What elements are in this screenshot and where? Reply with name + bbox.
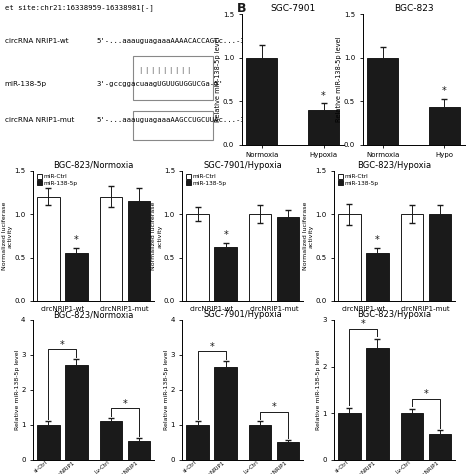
Title: SGC-7901: SGC-7901: [270, 4, 315, 13]
Bar: [65, 253, 88, 301]
Text: *: *: [375, 235, 380, 245]
Legend: miR-Ctrl, miR-138-5p: miR-Ctrl, miR-138-5p: [337, 173, 379, 186]
Text: circRNA NRIP1-wt: circRNA NRIP1-wt: [5, 38, 68, 44]
Bar: [186, 214, 209, 301]
Bar: [338, 413, 361, 460]
Text: *: *: [361, 319, 365, 329]
Text: |: |: [156, 67, 160, 74]
Bar: [249, 425, 272, 460]
Bar: [308, 110, 339, 145]
Bar: [277, 217, 300, 301]
Bar: [428, 434, 451, 460]
Y-axis label: Relative miR-138-5p level: Relative miR-138-5p level: [216, 36, 221, 122]
Bar: [186, 425, 209, 460]
Text: *: *: [123, 399, 128, 409]
Bar: [429, 107, 460, 145]
Title: BGC-823/Normoxia: BGC-823/Normoxia: [54, 161, 134, 170]
Text: B: B: [237, 2, 246, 15]
Bar: [128, 440, 150, 460]
Bar: [214, 367, 237, 460]
Bar: [249, 214, 272, 301]
Text: miR-138-5p: miR-138-5p: [5, 81, 47, 87]
Bar: [366, 253, 389, 301]
Title: BGC-823/Hypoxia: BGC-823/Hypoxia: [357, 161, 432, 170]
Title: SGC-7901/Hypoxia: SGC-7901/Hypoxia: [203, 161, 283, 170]
Bar: [401, 413, 423, 460]
Y-axis label: Normalized luciferase
activity: Normalized luciferase activity: [151, 201, 162, 270]
Bar: [246, 58, 277, 145]
Text: 3'-gccggacuaagUGUUGUGGUCGa-5': 3'-gccggacuaagUGUUGUGGUCGa-5': [96, 81, 223, 87]
Y-axis label: Normalized luciferase
activity: Normalized luciferase activity: [2, 201, 13, 270]
Bar: [367, 58, 398, 145]
Title: BGC-823/Hypoxia: BGC-823/Hypoxia: [357, 310, 432, 319]
Bar: [100, 197, 122, 301]
Text: |: |: [168, 67, 173, 74]
Text: |: |: [162, 67, 166, 74]
Text: *: *: [424, 389, 428, 399]
Y-axis label: Relative miR-138-5p level: Relative miR-138-5p level: [337, 36, 342, 122]
Legend: miR-Ctrl, miR-138-5p: miR-Ctrl, miR-138-5p: [185, 173, 228, 186]
Y-axis label: Relative miR-138-5p level: Relative miR-138-5p level: [316, 350, 320, 430]
Text: *: *: [74, 235, 79, 245]
Text: |: |: [181, 67, 185, 74]
Text: |: |: [144, 67, 148, 74]
Bar: [65, 365, 88, 460]
Text: *: *: [321, 91, 326, 100]
Y-axis label: Normalized luciferase
activity: Normalized luciferase activity: [303, 201, 314, 270]
Title: BGC-823: BGC-823: [394, 4, 433, 13]
Title: BGC-823/Normoxia: BGC-823/Normoxia: [54, 310, 134, 319]
Bar: [277, 442, 300, 460]
Y-axis label: Relative miR-138-5p level: Relative miR-138-5p level: [15, 350, 19, 430]
Bar: [401, 214, 423, 301]
Bar: [428, 214, 451, 301]
Text: *: *: [60, 340, 64, 350]
Text: *: *: [272, 402, 277, 412]
Legend: miR-Ctrl, miR-138-5p: miR-Ctrl, miR-138-5p: [36, 173, 78, 186]
Text: 5'-...aaauguagaaaAAGCCUGCUUAc...-3': 5'-...aaauguagaaaAAGCCUGCUUAc...-3': [96, 117, 249, 123]
Text: *: *: [442, 86, 447, 96]
Text: circRNA NRIP1-mut: circRNA NRIP1-mut: [5, 117, 74, 123]
Bar: [366, 348, 389, 460]
Bar: [37, 425, 60, 460]
Bar: [128, 201, 150, 301]
Bar: [37, 197, 60, 301]
Bar: [338, 214, 361, 301]
Text: et site:chr21:16338959-16338981[-]: et site:chr21:16338959-16338981[-]: [5, 5, 154, 11]
Bar: [100, 421, 122, 460]
Text: |: |: [187, 67, 191, 74]
Text: |: |: [174, 67, 179, 74]
Y-axis label: Relative miR-138-5p level: Relative miR-138-5p level: [164, 350, 169, 430]
Text: *: *: [209, 342, 214, 352]
Bar: [214, 247, 237, 301]
Text: |: |: [138, 67, 142, 74]
Text: *: *: [223, 229, 228, 239]
Text: 5'-...aaauguagaaaAAAACACCAGCc...-3': 5'-...aaauguagaaaAAAACACCAGCc...-3': [96, 38, 249, 44]
Text: |: |: [150, 67, 155, 74]
Title: SGC-7901/Hypoxia: SGC-7901/Hypoxia: [203, 310, 283, 319]
